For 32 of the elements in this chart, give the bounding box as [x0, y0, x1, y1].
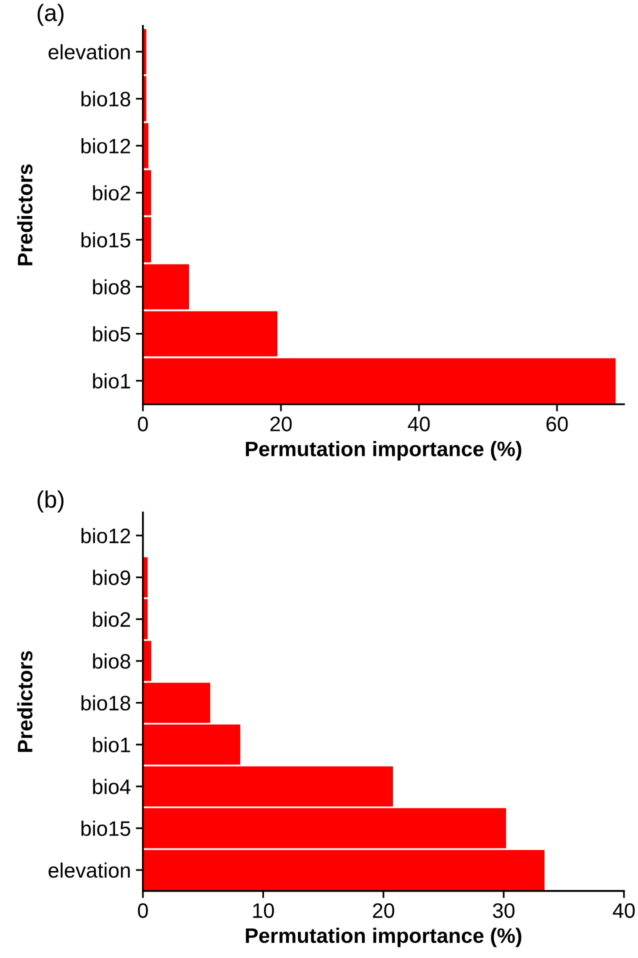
- x-tick-label: 30: [492, 903, 514, 918]
- x-tick-label: 0: [138, 903, 148, 918]
- y-axis-title: Predictors: [17, 164, 32, 266]
- x-tick-label: 40: [612, 903, 635, 918]
- x-axis-title: Permutation importance (%): [246, 441, 522, 460]
- y-tick-label: bio1: [93, 737, 130, 752]
- y-tick-label: bio12: [81, 528, 130, 544]
- x-tick-label: 20: [372, 903, 394, 918]
- y-tick-label: bio15: [81, 232, 130, 248]
- y-tick-label: bio2: [93, 185, 130, 200]
- y-tick-label: bio2: [93, 612, 130, 627]
- x-tick-label: 40: [408, 416, 430, 432]
- y-tick-label: bio5: [93, 326, 130, 342]
- y-tick-label: bio9: [93, 570, 130, 586]
- y-tick-label: bio15: [81, 820, 130, 836]
- y-tick-label: bio4: [93, 778, 130, 794]
- x-tick-label: 20: [270, 416, 292, 432]
- chart-title: (a): [38, 4, 64, 26]
- y-tick-label: bio8: [93, 653, 130, 669]
- x-tick-label: 10: [253, 903, 274, 918]
- y-tick-label: bio18: [81, 695, 130, 711]
- chart-title: (b): [38, 490, 64, 513]
- y-tick-label: bio12: [81, 138, 130, 154]
- x-axis-title: Permutation importance (%): [246, 928, 522, 948]
- x-tick-label: 60: [546, 416, 568, 432]
- y-tick-label: bio1: [93, 373, 130, 389]
- y-tick-label: bio18: [81, 91, 130, 106]
- x-tick-label: 0: [138, 416, 148, 432]
- y-tick-label: elevation: [48, 862, 130, 878]
- y-tick-label: elevation: [48, 44, 130, 60]
- y-axis-title: Predictors: [17, 651, 32, 752]
- y-tick-label: bio8: [93, 279, 130, 295]
